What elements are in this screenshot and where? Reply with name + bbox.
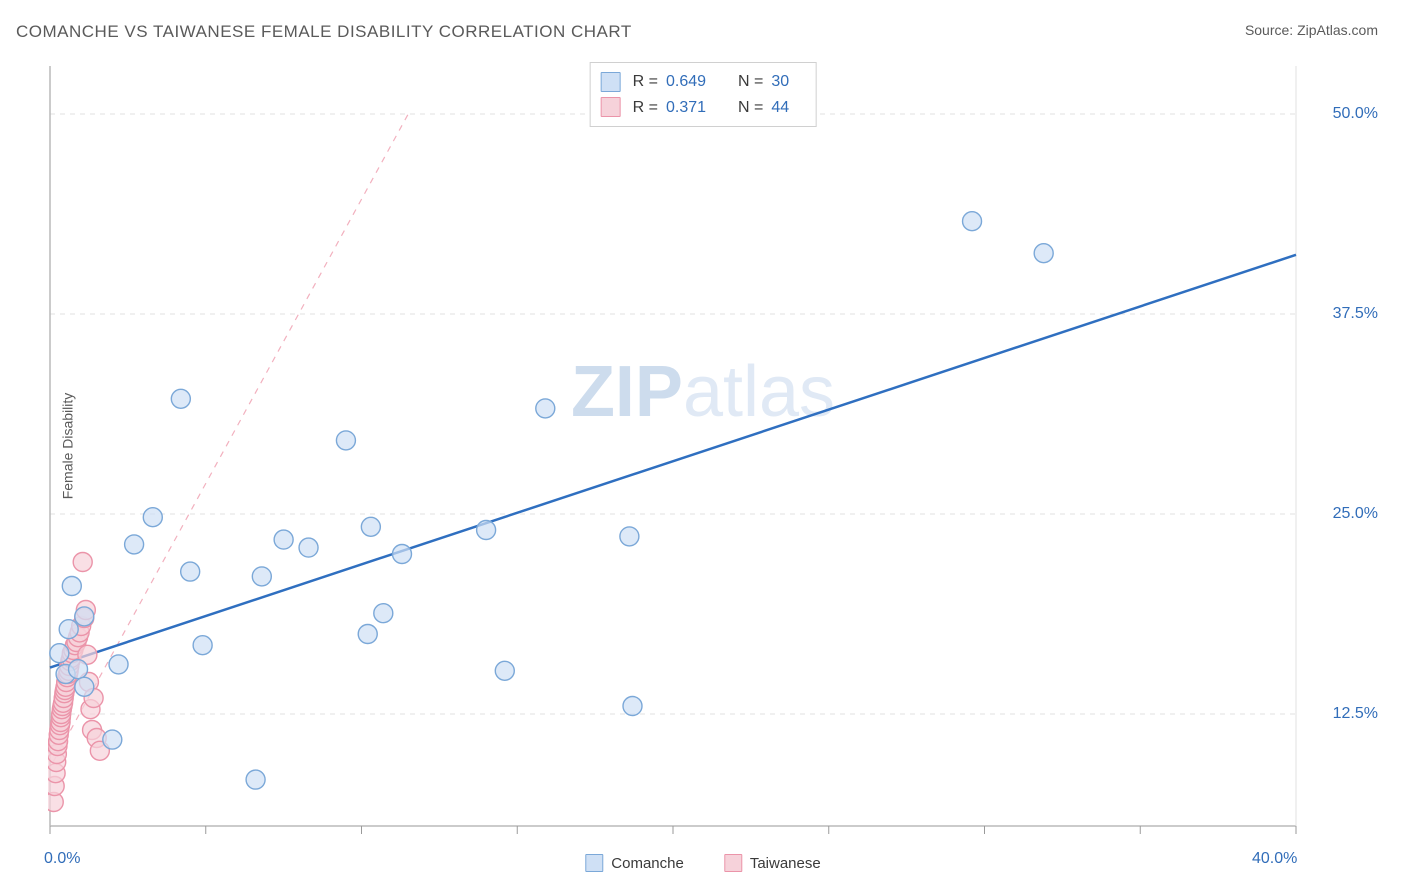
x-tick-label: 0.0% xyxy=(44,850,80,868)
scatter-chart xyxy=(48,56,1298,836)
series-legend: Comanche Taiwanese xyxy=(585,854,820,872)
data-point xyxy=(495,661,514,680)
source-attribution: Source: ZipAtlas.com xyxy=(1245,22,1378,38)
data-point xyxy=(336,431,355,450)
source-name: ZipAtlas.com xyxy=(1297,22,1378,38)
data-point xyxy=(374,604,393,623)
data-point xyxy=(181,562,200,581)
r-label: R = xyxy=(633,95,658,121)
trend-line xyxy=(50,255,1296,668)
data-point xyxy=(62,577,81,596)
data-point xyxy=(193,636,212,655)
r-label: R = xyxy=(633,69,658,95)
n-label: N = xyxy=(738,69,763,95)
data-point xyxy=(109,655,128,674)
data-point xyxy=(620,527,639,546)
stats-swatch xyxy=(601,97,621,117)
stats-swatch xyxy=(601,72,621,92)
data-point xyxy=(75,607,94,626)
legend-swatch xyxy=(724,854,742,872)
n-value: 30 xyxy=(771,69,799,95)
chart-area: 12.5%25.0%37.5%50.0%0.0%40.0% xyxy=(48,56,1298,836)
x-tick-label: 40.0% xyxy=(1252,850,1297,868)
data-point xyxy=(73,553,92,572)
data-point xyxy=(392,545,411,564)
y-tick-label: 12.5% xyxy=(1333,705,1378,723)
data-point xyxy=(299,538,318,557)
n-value: 44 xyxy=(771,95,799,121)
data-point xyxy=(623,697,642,716)
stats-row: R = 0.649 N = 30 xyxy=(601,69,800,95)
y-tick-label: 25.0% xyxy=(1333,505,1378,523)
data-point xyxy=(963,212,982,231)
legend-label: Taiwanese xyxy=(750,855,821,872)
data-point xyxy=(274,530,293,549)
stats-legend: R = 0.649 N = 30 R = 0.371 N = 44 xyxy=(590,62,817,127)
legend-item: Taiwanese xyxy=(724,854,821,872)
data-point xyxy=(103,730,122,749)
legend-item: Comanche xyxy=(585,854,684,872)
y-tick-label: 37.5% xyxy=(1333,305,1378,323)
data-point xyxy=(536,399,555,418)
data-point xyxy=(125,535,144,554)
data-point xyxy=(252,567,271,586)
data-point xyxy=(171,389,190,408)
source-prefix: Source: xyxy=(1245,22,1297,38)
data-point xyxy=(1034,244,1053,263)
chart-title: COMANCHE VS TAIWANESE FEMALE DISABILITY … xyxy=(16,22,632,42)
r-value: 0.649 xyxy=(666,69,718,95)
legend-swatch xyxy=(585,854,603,872)
data-point xyxy=(59,620,78,639)
r-value: 0.371 xyxy=(666,95,718,121)
n-label: N = xyxy=(738,95,763,121)
data-point xyxy=(50,644,69,663)
data-point xyxy=(69,660,88,679)
stats-row: R = 0.371 N = 44 xyxy=(601,95,800,121)
legend-label: Comanche xyxy=(611,855,684,872)
data-point xyxy=(75,677,94,696)
y-tick-label: 50.0% xyxy=(1333,105,1378,123)
data-point xyxy=(358,625,377,644)
data-point xyxy=(361,517,380,536)
data-point xyxy=(246,770,265,789)
data-point xyxy=(143,508,162,527)
data-point xyxy=(477,521,496,540)
